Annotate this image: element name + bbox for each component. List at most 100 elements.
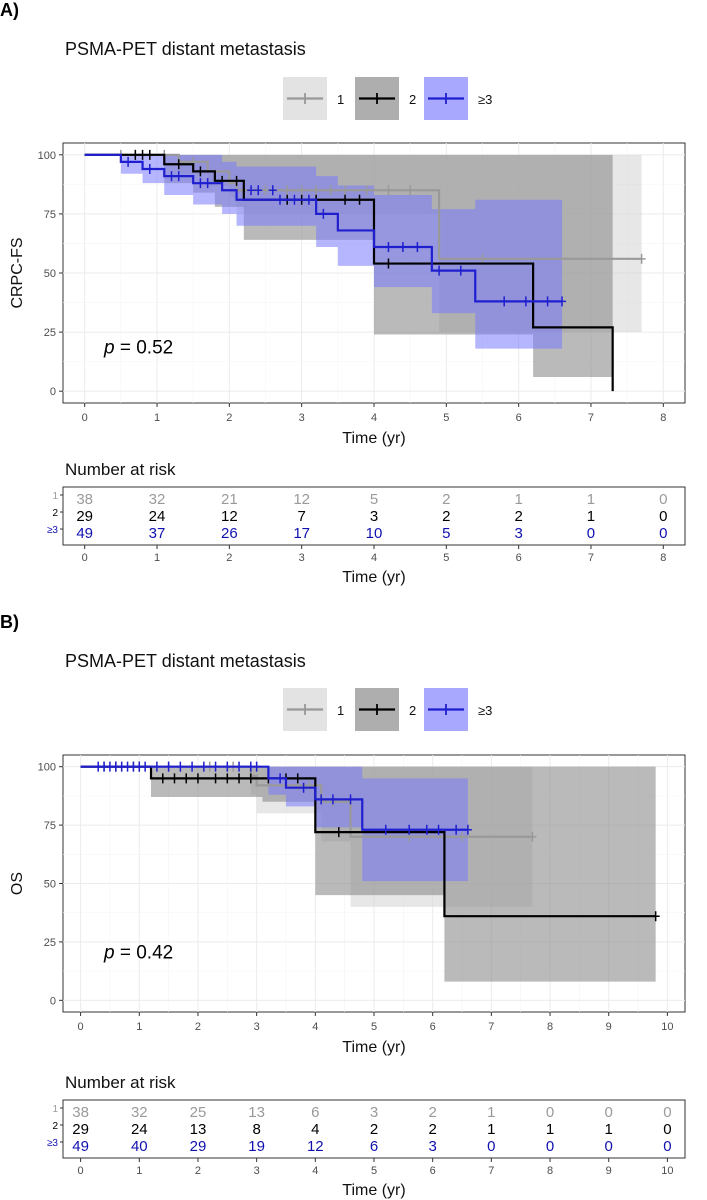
risk-count: 17 <box>293 525 310 542</box>
risk-count: 0 <box>487 1138 495 1155</box>
risk-count: 2 <box>442 491 450 508</box>
risk-count: 1 <box>487 1121 495 1138</box>
risk-count: 26 <box>221 525 238 542</box>
censor-mark <box>456 265 465 276</box>
ci-band-3 <box>84 154 563 349</box>
risk-count: 3 <box>370 1104 378 1121</box>
risk-count: 1 <box>487 1104 495 1121</box>
risk-count: 5 <box>442 525 450 542</box>
censor-mark <box>458 831 467 842</box>
risk-x-tick-label: 1 <box>154 552 160 564</box>
risk-x-tick-label: 6 <box>430 1165 436 1177</box>
censor-mark <box>406 185 415 196</box>
legend-label-3: ≥3 <box>478 703 492 718</box>
survival-curve-3 <box>84 153 563 303</box>
panel-label: B) <box>0 612 19 632</box>
risk-count: 38 <box>72 1104 89 1121</box>
risk-count: 0 <box>663 1121 671 1138</box>
censor-mark <box>334 827 343 838</box>
censor-mark <box>355 194 364 205</box>
risk-count: 3 <box>429 1138 437 1155</box>
censor-mark <box>521 296 530 307</box>
legend-label-2: 2 <box>409 92 416 107</box>
censor-mark <box>124 156 133 167</box>
censor-mark <box>405 824 414 835</box>
risk-row-label-2: 2 <box>52 1121 58 1132</box>
risk-count: 8 <box>252 1121 260 1138</box>
censor-mark <box>341 185 350 196</box>
censor-mark <box>211 761 220 772</box>
censor-mark <box>174 159 183 170</box>
risk-count: 0 <box>546 1104 554 1121</box>
x-tick-label: 10 <box>661 1021 673 1033</box>
x-tick-label: 3 <box>299 412 305 424</box>
censor-mark <box>346 794 355 805</box>
risk-table-title: Number at risk <box>65 1073 176 1092</box>
censor-mark <box>304 194 313 205</box>
risk-count: 12 <box>221 508 238 525</box>
risk-count: 2 <box>429 1104 437 1121</box>
censor-mark <box>246 773 255 784</box>
censor-mark <box>384 242 393 252</box>
censor-mark <box>145 149 154 160</box>
risk-table-title: Number at risk <box>65 460 176 479</box>
censor-mark <box>196 166 205 177</box>
risk-count: 0 <box>659 525 667 542</box>
y-tick-label: 50 <box>44 879 56 891</box>
censor-mark <box>384 258 393 269</box>
censor-mark <box>528 831 537 842</box>
y-tick-label: 0 <box>50 995 56 1007</box>
risk-count: 6 <box>370 1138 378 1155</box>
y-tick-label: 50 <box>44 268 56 280</box>
censor-mark <box>299 782 308 793</box>
legend: 1 2 ≥3 <box>283 77 492 120</box>
censor-mark <box>558 296 567 307</box>
y-tick-label: 75 <box>44 820 56 832</box>
censor-mark <box>341 194 350 205</box>
x-tick-label: 3 <box>254 1021 260 1033</box>
risk-x-tick-label: 3 <box>299 552 305 564</box>
censor-mark <box>500 296 509 307</box>
risk-count: 7 <box>298 508 306 525</box>
x-tick-label: 8 <box>547 1021 553 1033</box>
risk-count: 24 <box>131 1121 148 1138</box>
x-tick-label: 7 <box>588 412 594 424</box>
censor-mark <box>196 178 205 189</box>
risk-count: 1 <box>514 491 522 508</box>
risk-count: 38 <box>76 491 93 508</box>
censor-mark <box>422 824 431 835</box>
survival-curve-2 <box>80 765 656 918</box>
censor-mark <box>164 761 173 772</box>
risk-count: 21 <box>221 491 238 508</box>
censor-mark <box>276 773 285 784</box>
risk-count: 32 <box>149 491 166 508</box>
risk-x-tick-label: 5 <box>443 552 449 564</box>
censor-mark <box>211 773 220 784</box>
legend-label-1: 1 <box>337 92 344 107</box>
y-axis-title: CRPC-FS <box>9 237 26 308</box>
risk-count: 3 <box>370 508 378 525</box>
censor-mark <box>398 242 407 252</box>
censor-mark <box>283 185 292 196</box>
risk-x-tick-label: 4 <box>371 552 377 564</box>
risk-count: 13 <box>248 1104 265 1121</box>
x-tick-label: 2 <box>226 412 232 424</box>
censor-mark <box>199 761 208 772</box>
censor-mark <box>182 773 191 784</box>
x-tick-label: 1 <box>154 412 160 424</box>
censor-mark <box>543 296 552 307</box>
risk-count: 5 <box>370 491 378 508</box>
chart-title: PSMA-PET distant metastasis <box>65 651 306 671</box>
censor-mark <box>328 794 337 805</box>
risk-count: 10 <box>366 525 383 542</box>
risk-count: 0 <box>546 1138 554 1155</box>
risk-count: 0 <box>659 508 667 525</box>
risk-row-label-2: 2 <box>52 508 58 519</box>
chart-title: PSMA-PET distant metastasis <box>65 39 306 59</box>
censor-mark <box>413 242 422 252</box>
risk-count: 13 <box>190 1121 207 1138</box>
censor-mark <box>463 824 472 835</box>
risk-count: 0 <box>605 1104 613 1121</box>
censor-mark <box>188 761 197 772</box>
censor-mark <box>158 773 167 784</box>
